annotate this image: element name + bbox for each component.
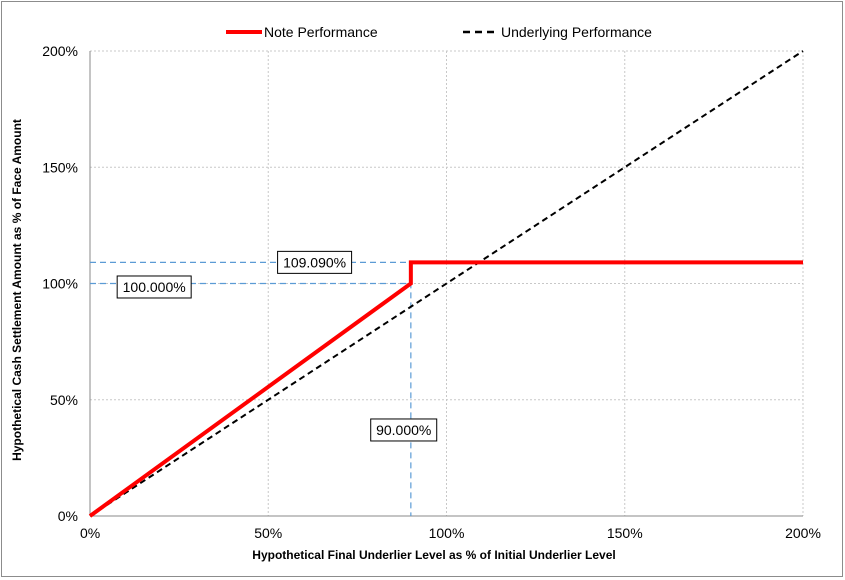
x-tick-label: 100% bbox=[429, 525, 465, 541]
annotation-box: 109.090% bbox=[277, 250, 353, 274]
series-line-note-performance bbox=[88, 260, 803, 518]
annotation-box: 100.000% bbox=[116, 275, 192, 299]
x-tick-label: 150% bbox=[607, 525, 643, 541]
annotation-label: 90.000% bbox=[376, 422, 431, 438]
legend-item-underlying-performance: Underlying Performance bbox=[463, 24, 652, 40]
x-axis-title: Hypothetical Final Underlier Level as % … bbox=[252, 548, 615, 562]
y-axis-title: Hypothetical Cash Settlement Amount as %… bbox=[10, 119, 24, 461]
annotation-label: 109.090% bbox=[283, 254, 346, 270]
tick-labels: 0% 50% 100% 150% 200% 0% 50% 100% 150% 200% bbox=[42, 43, 821, 541]
reference-lines bbox=[90, 261, 412, 516]
annotation-box-border bbox=[116, 275, 192, 299]
annotations: 109.090% 100.000% 90.000% bbox=[116, 250, 438, 442]
x-tick-label: 0% bbox=[80, 525, 100, 541]
y-tick-label: 200% bbox=[42, 43, 78, 59]
x-tick-label: 50% bbox=[254, 525, 282, 541]
legend-item-note-performance: Note Performance bbox=[226, 24, 378, 40]
x-tick-label: 200% bbox=[785, 525, 821, 541]
legend-label: Underlying Performance bbox=[501, 24, 652, 40]
annotation-box: 90.000% bbox=[370, 418, 438, 442]
y-tick-label: 50% bbox=[50, 392, 78, 408]
series-line-underlying-performance bbox=[89, 50, 804, 517]
y-tick-label: 150% bbox=[42, 159, 78, 175]
annotation-label: 100.000% bbox=[123, 279, 186, 295]
annotation-box-border bbox=[277, 250, 353, 274]
annotation-box-border bbox=[370, 418, 438, 442]
y-tick-label: 100% bbox=[42, 276, 78, 292]
legend-label: Note Performance bbox=[264, 24, 378, 40]
y-tick-label: 0% bbox=[58, 508, 78, 524]
legend: Note Performance Underlying Performance bbox=[226, 24, 652, 40]
series bbox=[88, 50, 804, 518]
